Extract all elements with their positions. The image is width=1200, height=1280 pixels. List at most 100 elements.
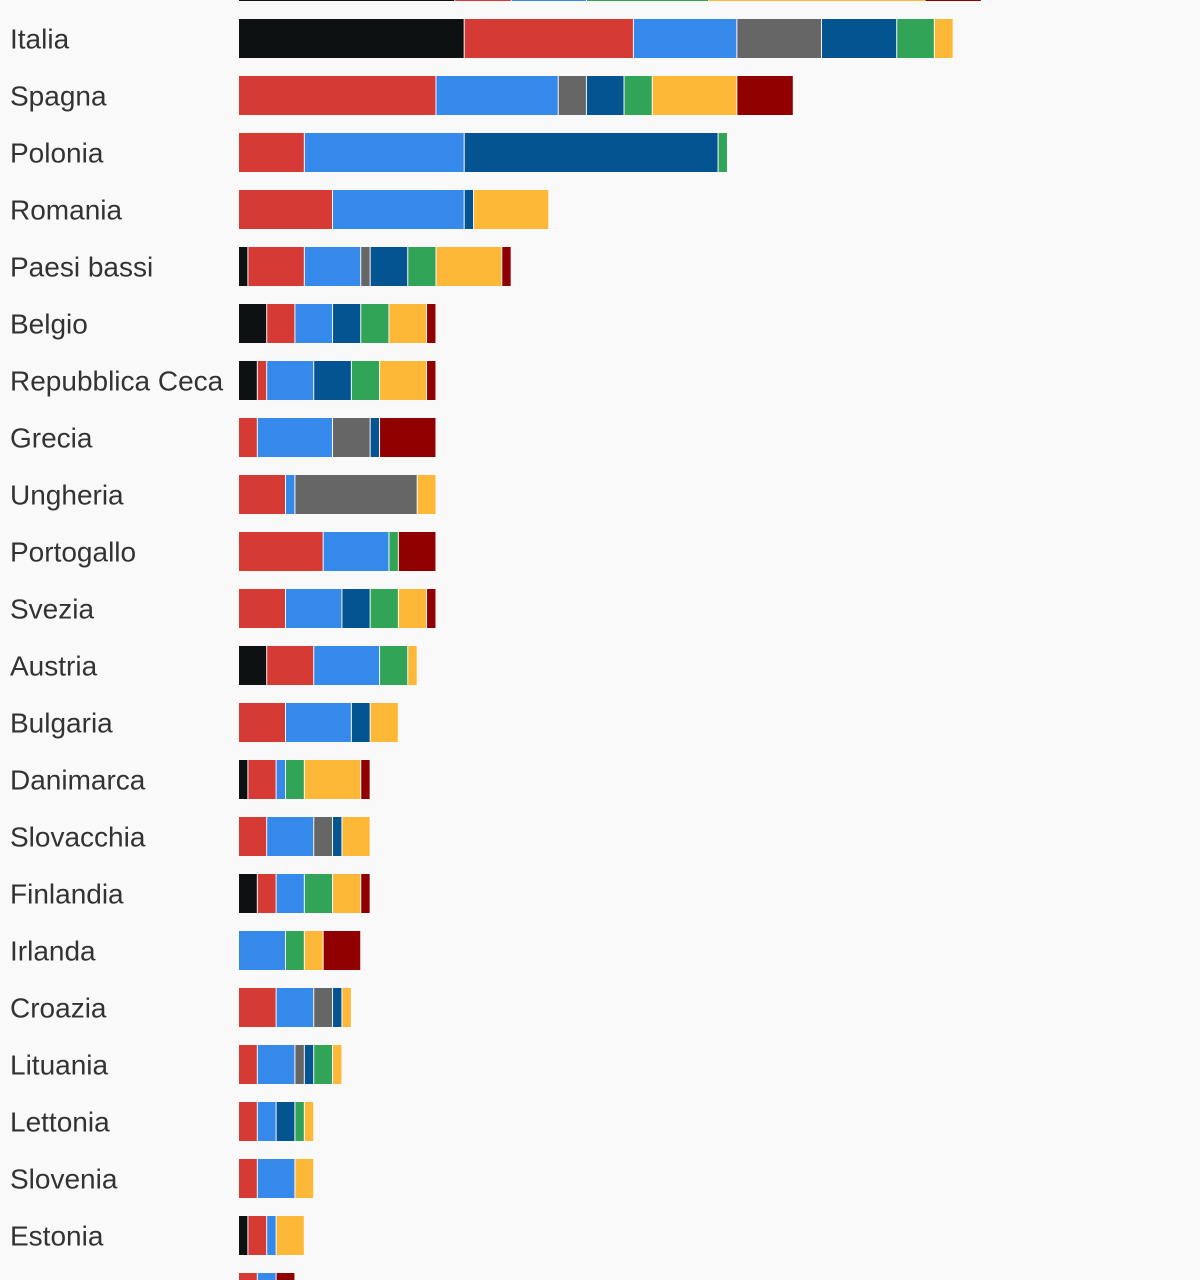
- bar-segment: [427, 361, 436, 400]
- bar-segment: [257, 418, 333, 457]
- chart-row: Paesi bassi: [10, 247, 511, 286]
- bar-segment: [351, 703, 370, 742]
- bar-segment: [239, 817, 267, 856]
- bar-segment: [239, 304, 267, 343]
- bar-segment: [351, 361, 380, 400]
- chart-row: Belgio: [10, 304, 436, 343]
- bar-segment: [361, 304, 389, 343]
- bar-segment: [342, 988, 351, 1027]
- category-label: Grecia: [10, 423, 93, 454]
- bar-segment: [304, 760, 361, 799]
- bar-segment: [323, 532, 389, 571]
- category-label: Estonia: [10, 1221, 104, 1252]
- bar-segment: [398, 589, 427, 628]
- bar-segment: [333, 418, 370, 457]
- partial-bottom-bar-segment: [239, 1273, 257, 1280]
- category-label: Polonia: [10, 138, 104, 169]
- partial-top-bar-segment: [455, 0, 511, 1]
- category-label: Lettonia: [10, 1107, 110, 1138]
- category-label: Portogallo: [10, 537, 136, 568]
- bar-segment: [257, 1102, 276, 1141]
- bar-segment: [257, 1045, 295, 1084]
- bar-segment: [276, 760, 286, 799]
- bar-segment: [333, 874, 361, 913]
- bar-segment: [389, 532, 398, 571]
- chart-row: Bulgaria: [10, 703, 398, 742]
- bar-segment: [239, 988, 276, 1027]
- chart-row: Slovenia: [10, 1159, 314, 1198]
- bar-segment: [314, 817, 333, 856]
- bar-segment: [558, 76, 586, 115]
- bar-segment: [436, 247, 502, 286]
- bar-segment: [624, 76, 652, 115]
- bar-segment: [276, 988, 314, 1027]
- bar-segment: [295, 1159, 314, 1198]
- bar-segment: [633, 19, 737, 58]
- bar-segment: [342, 817, 370, 856]
- bar-segment: [934, 19, 953, 58]
- chart-row: Grecia: [10, 418, 436, 457]
- bar-segment: [239, 76, 436, 115]
- category-label: Lituania: [10, 1050, 109, 1081]
- category-label: Irlanda: [10, 936, 96, 967]
- bar-segment: [464, 133, 718, 172]
- bar-segment: [474, 190, 549, 229]
- partial-top-bar-segment: [709, 0, 925, 1]
- bar-segment: [248, 760, 276, 799]
- chart-row: Austria: [10, 646, 417, 685]
- bar-segment: [427, 304, 436, 343]
- bar-segment: [333, 304, 361, 343]
- bar-segment: [239, 1216, 248, 1255]
- bar-segment: [333, 817, 342, 856]
- chart-row: Lituania: [10, 1045, 342, 1084]
- chart-row: Repubblica Ceca: [10, 361, 436, 400]
- bar-segment: [380, 646, 408, 685]
- bar-segment: [257, 1159, 295, 1198]
- bar-segment: [417, 475, 436, 514]
- bar-segment: [239, 874, 257, 913]
- bar-segment: [652, 76, 737, 115]
- bar-segment: [295, 475, 417, 514]
- bar-segment: [436, 76, 558, 115]
- bar-segment: [586, 76, 624, 115]
- bar-segment: [737, 19, 821, 58]
- bar-segment: [286, 931, 304, 970]
- bar-segment: [370, 247, 408, 286]
- category-label: Danimarca: [10, 765, 146, 796]
- bar-segment: [286, 703, 351, 742]
- bar-segment: [304, 1102, 314, 1141]
- bar-segment: [295, 304, 333, 343]
- bar-segment: [304, 247, 361, 286]
- bar-segment: [257, 361, 267, 400]
- bar-segment: [304, 874, 333, 913]
- bar-segment: [361, 760, 370, 799]
- bar-segment: [239, 361, 257, 400]
- category-label: Croazia: [10, 993, 107, 1024]
- chart-row: Estonia: [10, 1216, 304, 1255]
- bar-segment: [304, 931, 323, 970]
- bar-segment: [267, 304, 295, 343]
- bar-segment: [295, 1045, 304, 1084]
- bar-segment: [427, 589, 436, 628]
- bar-segment: [239, 19, 464, 58]
- bar-segment: [314, 1045, 333, 1084]
- bar-segment: [267, 361, 314, 400]
- bar-segment: [314, 988, 333, 1027]
- bar-segment: [737, 76, 793, 115]
- category-label: Repubblica Ceca: [10, 366, 224, 397]
- bar-segment: [239, 418, 257, 457]
- bar-segment: [239, 532, 323, 571]
- category-label: Italia: [10, 24, 70, 55]
- bar-segment: [370, 589, 398, 628]
- bar-segment: [333, 1045, 342, 1084]
- chart-row: Svezia: [10, 589, 436, 628]
- bar-segment: [380, 361, 427, 400]
- bar-segment: [239, 133, 304, 172]
- chart-row: Spagna: [10, 76, 793, 115]
- bar-segment: [286, 760, 304, 799]
- chart-row: Portogallo: [10, 532, 436, 571]
- bar-segment: [897, 19, 934, 58]
- partial-bottom-bar-segment: [276, 1273, 295, 1280]
- bar-segment: [239, 760, 248, 799]
